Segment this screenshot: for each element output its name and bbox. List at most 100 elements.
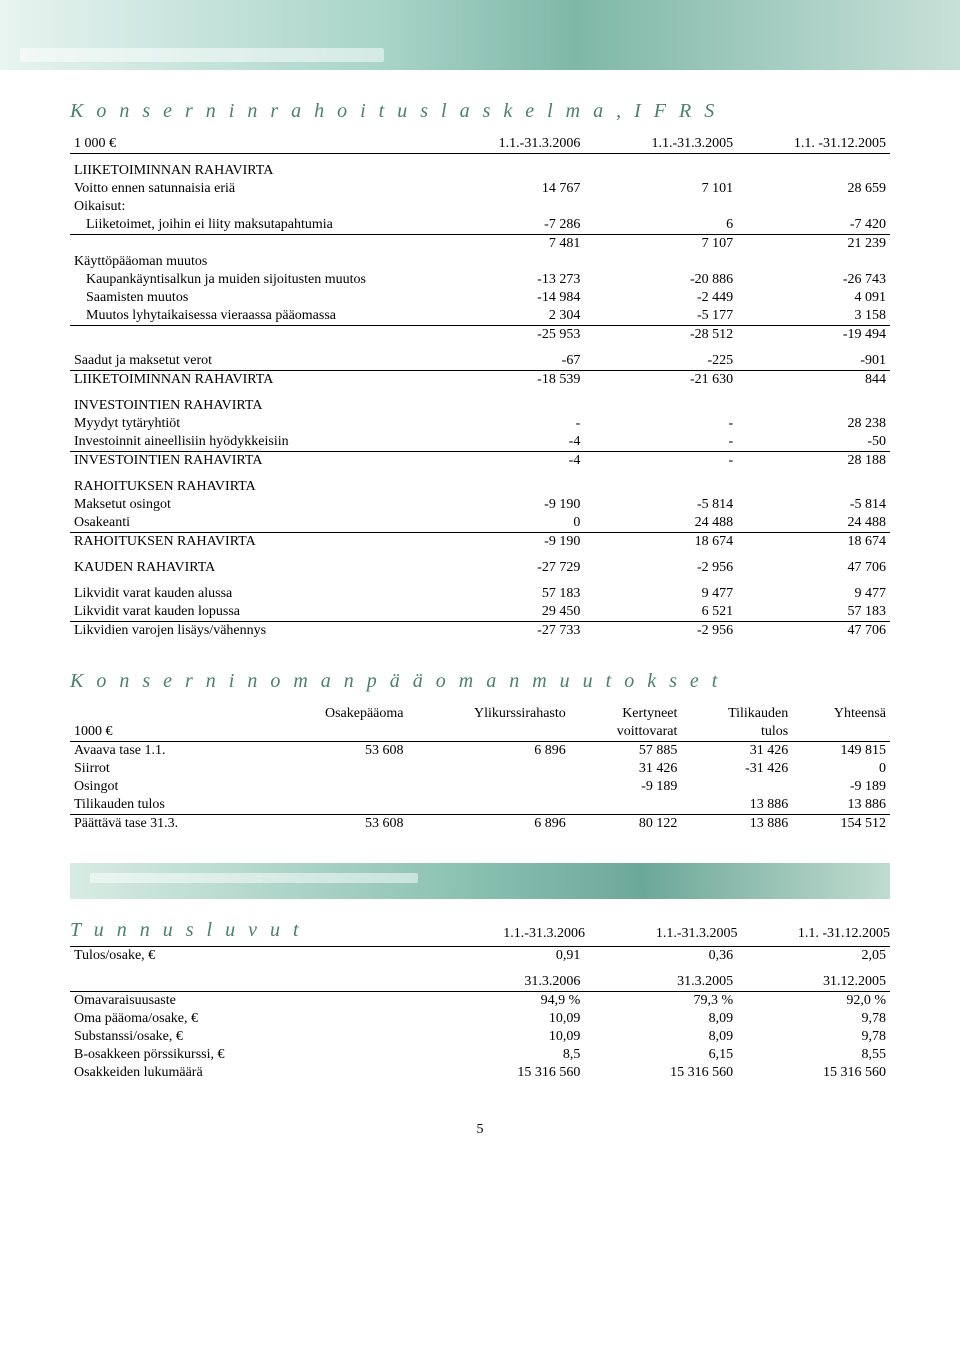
row-label: LIIKETOIMINNAN RAHAVIRTA bbox=[70, 370, 432, 389]
table-row: Likvidit varat kauden alussa 57 183 9 47… bbox=[70, 585, 890, 603]
cell: 28 659 bbox=[737, 180, 890, 198]
table-row: INVESTOINTIEN RAHAVIRTA bbox=[70, 397, 890, 415]
row-label: Substanssi/osake, € bbox=[70, 1028, 432, 1046]
table-row: Siirrot 31 426 -31 426 0 bbox=[70, 760, 890, 778]
cell: 92,0 % bbox=[737, 991, 890, 1010]
cell: 28 238 bbox=[737, 415, 890, 433]
cell: 7 101 bbox=[584, 180, 737, 198]
col-header: voittovarat bbox=[570, 723, 682, 742]
cell: 14 767 bbox=[432, 180, 585, 198]
date-3: 31.12.2005 bbox=[737, 973, 890, 992]
col-header: Tilikauden bbox=[681, 705, 792, 723]
table-row: Muutos lyhytaikaisessa vieraassa pääomas… bbox=[70, 307, 890, 326]
cell: -28 512 bbox=[584, 325, 737, 344]
cell: -901 bbox=[737, 352, 890, 371]
cell: 10,09 bbox=[432, 1028, 585, 1046]
row-label: Tilikauden tulos bbox=[70, 796, 267, 815]
cell: -5 177 bbox=[584, 307, 737, 326]
date-1: 31.3.2006 bbox=[432, 973, 585, 992]
cell: -25 953 bbox=[432, 325, 585, 344]
page-content: K o n s e r n i n r a h o i t u s l a s … bbox=[0, 70, 960, 1158]
equity-table: Osakepääoma Ylikurssirahasto Kertyneet T… bbox=[70, 705, 890, 833]
table-row: KAUDEN RAHAVIRTA -27 729 -2 956 47 706 bbox=[70, 559, 890, 577]
row-label: Tulos/osake, € bbox=[70, 947, 432, 965]
cell: -9 190 bbox=[432, 496, 585, 514]
cell: 57 885 bbox=[570, 741, 682, 760]
row-label: B-osakkeen pörssikurssi, € bbox=[70, 1046, 432, 1064]
cashflow-table: 1 000 € 1.1.-31.3.2006 1.1.-31.3.2005 1.… bbox=[70, 135, 890, 640]
cell: -14 984 bbox=[432, 289, 585, 307]
table-row: Saamisten muutos -14 984 -2 449 4 091 bbox=[70, 289, 890, 307]
period-1: 1.1.-31.3.2006 bbox=[432, 135, 585, 154]
cell: 9 477 bbox=[737, 585, 890, 603]
col-header: Ylikurssirahasto bbox=[408, 705, 570, 723]
cell: 13 886 bbox=[681, 796, 792, 815]
section-heading: LIIKETOIMINNAN RAHAVIRTA bbox=[70, 162, 432, 180]
period-2: 1.1.-31.3.2005 bbox=[585, 926, 738, 942]
cell: 154 512 bbox=[792, 814, 890, 833]
cell: 8,55 bbox=[737, 1046, 890, 1064]
period-3: 1.1. -31.12.2005 bbox=[737, 926, 890, 942]
cell: -4 bbox=[432, 451, 585, 470]
table-row: Oikaisut: bbox=[70, 198, 890, 216]
cell: 6 bbox=[584, 216, 737, 235]
cell: 6,15 bbox=[584, 1046, 737, 1064]
cell: 844 bbox=[737, 370, 890, 389]
cell: -7 286 bbox=[432, 216, 585, 235]
cell: 24 488 bbox=[737, 514, 890, 533]
table-row: Käyttöpääoman muutos bbox=[70, 253, 890, 271]
row-label: Likvidit varat kauden lopussa bbox=[70, 603, 432, 622]
row-label: KAUDEN RAHAVIRTA bbox=[70, 559, 432, 577]
cell: 3 158 bbox=[737, 307, 890, 326]
row-label: Myydyt tytäryhtiöt bbox=[70, 415, 432, 433]
col-header: Yhteensä bbox=[792, 705, 890, 723]
row-label: Likvidit varat kauden alussa bbox=[70, 585, 432, 603]
row-label: Maksetut osingot bbox=[70, 496, 432, 514]
cashflow-title: K o n s e r n i n r a h o i t u s l a s … bbox=[70, 100, 890, 123]
cell: -31 426 bbox=[681, 760, 792, 778]
cell: -225 bbox=[584, 352, 737, 371]
row-label: Investoinnit aineellisiin hyödykkeisiin bbox=[70, 433, 432, 452]
row-label: Kaupankäyntisalkun ja muiden sijoitusten… bbox=[70, 271, 432, 289]
table-row: Investoinnit aineellisiin hyödykkeisiin … bbox=[70, 433, 890, 452]
row-label: Saamisten muutos bbox=[70, 289, 432, 307]
cell: 29 450 bbox=[432, 603, 585, 622]
cell: 94,9 % bbox=[432, 991, 585, 1010]
cell: 15 316 560 bbox=[584, 1064, 737, 1082]
page-number: 5 bbox=[70, 1122, 890, 1138]
cell: 0,36 bbox=[584, 947, 737, 965]
cashflow-header-row: 1 000 € 1.1.-31.3.2006 1.1.-31.3.2005 1.… bbox=[70, 135, 890, 154]
subtotal-row: -25 953 -28 512 -19 494 bbox=[70, 325, 890, 344]
cell: 4 091 bbox=[737, 289, 890, 307]
period-3: 1.1. -31.12.2005 bbox=[737, 135, 890, 154]
cell: -9 190 bbox=[432, 532, 585, 551]
date-2: 31.3.2005 bbox=[584, 973, 737, 992]
unit-label: 1000 € bbox=[70, 723, 267, 742]
ratios-title: T u n n u s l u v u t bbox=[70, 919, 432, 942]
cell: -7 420 bbox=[737, 216, 890, 235]
cell: 13 886 bbox=[681, 814, 792, 833]
cell: 57 183 bbox=[737, 603, 890, 622]
period-2: 1.1.-31.3.2005 bbox=[584, 135, 737, 154]
row-label: Osakeanti bbox=[70, 514, 432, 533]
row-label: Oikaisut: bbox=[70, 198, 432, 216]
cell: 31 426 bbox=[681, 741, 792, 760]
cell: 7 481 bbox=[432, 234, 585, 253]
table-row: INVESTOINTIEN RAHAVIRTA -4 - 28 188 bbox=[70, 451, 890, 470]
mid-decorative-band bbox=[70, 863, 890, 899]
cell: 79,3 % bbox=[584, 991, 737, 1010]
row-label: Omavaraisuusaste bbox=[70, 991, 432, 1010]
cell: 15 316 560 bbox=[432, 1064, 585, 1082]
row-label: Osingot bbox=[70, 778, 267, 796]
cell: 24 488 bbox=[584, 514, 737, 533]
row-label: Saadut ja maksetut verot bbox=[70, 352, 432, 371]
table-row: Saadut ja maksetut verot -67 -225 -901 bbox=[70, 352, 890, 371]
cell: 18 674 bbox=[737, 532, 890, 551]
row-label: Päättävä tase 31.3. bbox=[70, 814, 267, 833]
table-row: Osakkeiden lukumäärä 15 316 560 15 316 5… bbox=[70, 1064, 890, 1082]
row-label: Liiketoimet, joihin ei liity maksutapaht… bbox=[70, 216, 432, 235]
row-label: Likvidien varojen lisäys/vähennys bbox=[70, 621, 432, 640]
ratios-header: T u n n u s l u v u t 1.1.-31.3.2006 1.1… bbox=[70, 919, 890, 947]
cell: 9,78 bbox=[737, 1010, 890, 1028]
cell: 8,09 bbox=[584, 1028, 737, 1046]
